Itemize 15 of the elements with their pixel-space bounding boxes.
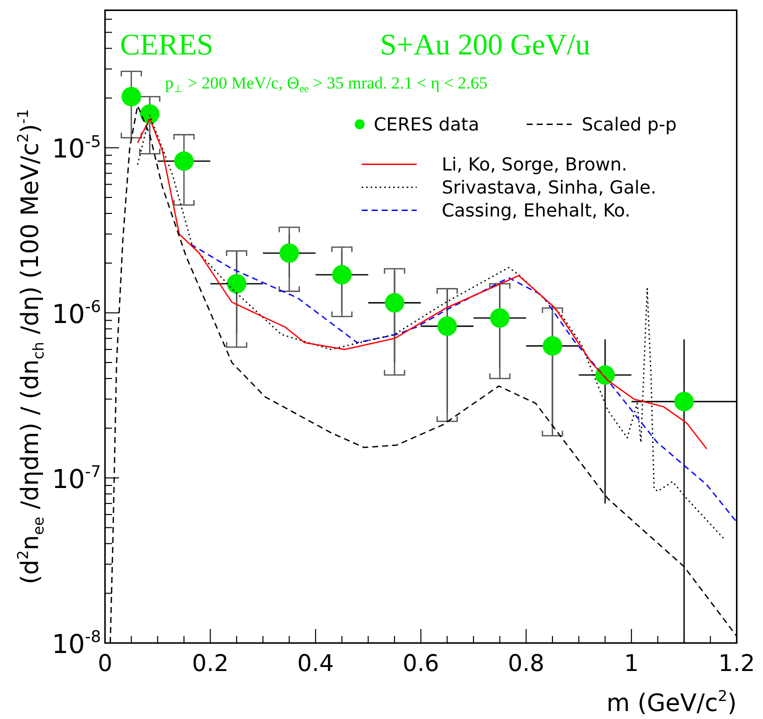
legend-label: Li, Ko, Sorge, Brown. xyxy=(442,154,628,176)
legend-label: Srivastava, Sinha, Gale. xyxy=(442,177,656,198)
x-tick-label: 0.2 xyxy=(192,650,229,677)
x-tick-label: 0.4 xyxy=(297,650,334,677)
x-tick-label: 1.2 xyxy=(718,650,755,677)
legend-label: Scaled p-p xyxy=(582,114,677,136)
x-tick-label: 0.8 xyxy=(508,650,544,677)
legend-label: Cassing, Ehehalt, Ko. xyxy=(442,200,630,222)
x-tick-label: 0 xyxy=(98,650,112,677)
x-tick-label: 1 xyxy=(624,650,639,677)
legend-label: CERES data xyxy=(374,114,480,136)
text: S+Au 200 GeV/u xyxy=(380,28,590,62)
text: (d2nee /dηdm) / (dnch /dη) (100 MeV/c2)-1 xyxy=(14,109,48,584)
text: CERES xyxy=(120,28,214,62)
x-tick-label: 0.6 xyxy=(402,650,440,677)
